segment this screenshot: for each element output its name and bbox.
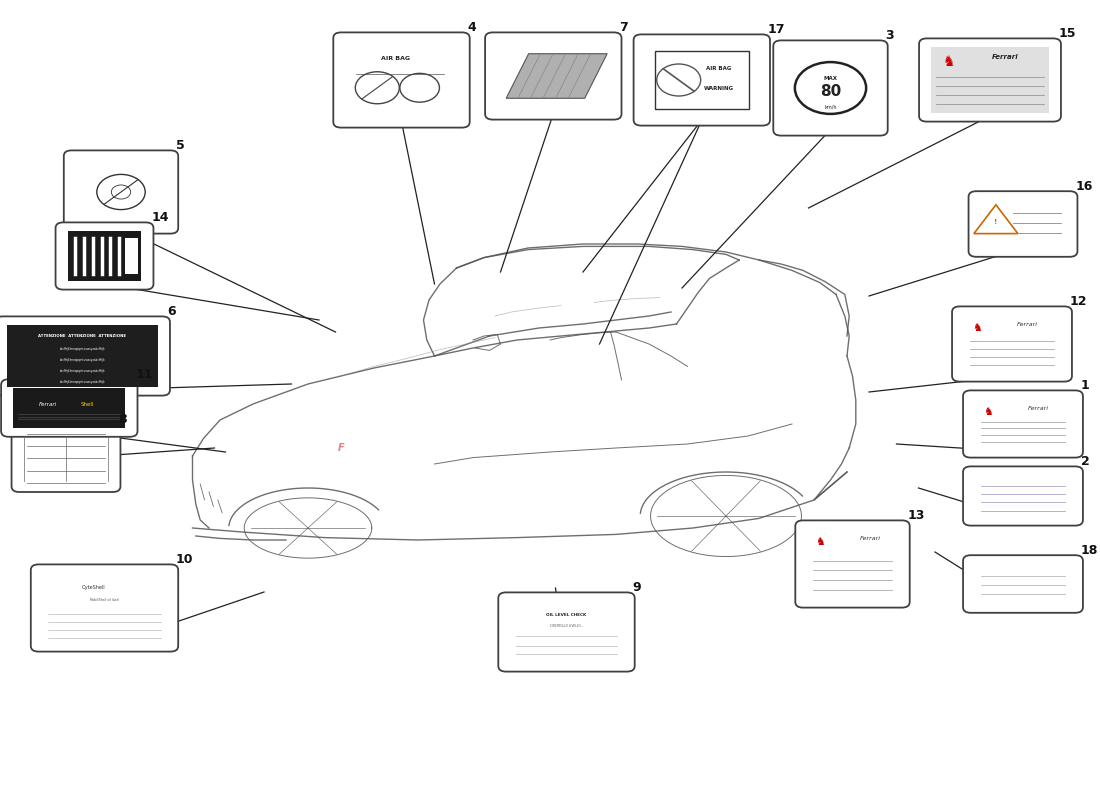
- FancyBboxPatch shape: [773, 40, 888, 135]
- FancyBboxPatch shape: [31, 565, 178, 651]
- Text: Ferrari: Ferrari: [1018, 322, 1038, 326]
- Text: abcfhijklmnopqrstuvwxyzabcfhijk: abcfhijklmnopqrstuvwxyzabcfhijk: [59, 346, 106, 350]
- Text: ♞: ♞: [815, 538, 826, 547]
- Text: AIR BAG: AIR BAG: [382, 56, 410, 61]
- FancyBboxPatch shape: [64, 150, 178, 234]
- FancyBboxPatch shape: [931, 47, 1048, 113]
- FancyBboxPatch shape: [964, 390, 1082, 458]
- FancyBboxPatch shape: [953, 306, 1071, 382]
- Text: Ferrari: Ferrari: [39, 402, 56, 406]
- Text: 7: 7: [619, 21, 628, 34]
- Text: 6: 6: [167, 305, 176, 318]
- Text: km/h: km/h: [824, 104, 837, 109]
- FancyBboxPatch shape: [333, 32, 470, 127]
- Text: 11: 11: [135, 368, 153, 381]
- Text: abcfhijklmnopqrstuvwxyzabcfhijk: abcfhijklmnopqrstuvwxyzabcfhijk: [59, 369, 106, 373]
- Text: MAX: MAX: [824, 76, 837, 81]
- Text: 14: 14: [152, 211, 168, 224]
- FancyBboxPatch shape: [8, 326, 158, 387]
- FancyBboxPatch shape: [0, 317, 169, 396]
- Text: 15: 15: [1058, 27, 1076, 40]
- Text: 16: 16: [1076, 180, 1092, 193]
- FancyBboxPatch shape: [13, 388, 125, 428]
- Text: 18: 18: [1080, 544, 1098, 557]
- Text: OIL LEVEL CHECK: OIL LEVEL CHECK: [547, 613, 586, 617]
- FancyBboxPatch shape: [11, 425, 121, 492]
- Text: 3: 3: [886, 29, 894, 42]
- FancyBboxPatch shape: [55, 222, 154, 290]
- Text: !: !: [994, 219, 998, 226]
- Text: Shell: Shell: [80, 402, 95, 406]
- Text: 9: 9: [632, 581, 641, 594]
- Text: 5: 5: [176, 139, 185, 152]
- FancyBboxPatch shape: [964, 466, 1082, 526]
- Text: Ferrari: Ferrari: [1027, 406, 1049, 410]
- FancyBboxPatch shape: [795, 520, 910, 608]
- FancyBboxPatch shape: [1, 379, 138, 437]
- Text: abcfhijklmnopqrstuvwxyzabcfhijk: abcfhijklmnopqrstuvwxyzabcfhijk: [59, 380, 106, 384]
- FancyBboxPatch shape: [654, 51, 749, 109]
- Polygon shape: [506, 54, 607, 98]
- Text: 1: 1: [1080, 379, 1089, 392]
- Text: ♞: ♞: [943, 55, 955, 70]
- Text: abcfhijklmnopqrstuvwxyzabcfhijk: abcfhijklmnopqrstuvwxyzabcfhijk: [59, 358, 106, 362]
- FancyBboxPatch shape: [964, 555, 1082, 613]
- Text: WARNING: WARNING: [704, 86, 734, 91]
- FancyBboxPatch shape: [969, 191, 1078, 257]
- FancyBboxPatch shape: [634, 34, 770, 126]
- Text: F: F: [338, 443, 344, 453]
- Text: ♞: ♞: [972, 323, 982, 333]
- Text: 10: 10: [176, 553, 194, 566]
- Text: AIR BAG: AIR BAG: [706, 66, 732, 71]
- Text: ♞: ♞: [983, 407, 993, 418]
- Text: Ferrari: Ferrari: [860, 536, 881, 541]
- Text: 8: 8: [119, 414, 126, 426]
- FancyBboxPatch shape: [68, 231, 141, 281]
- FancyBboxPatch shape: [125, 238, 139, 274]
- Text: 4: 4: [468, 21, 476, 34]
- Text: CONTROLLO LIVELLO...: CONTROLLO LIVELLO...: [550, 624, 583, 628]
- Text: 12: 12: [1069, 295, 1087, 308]
- FancyBboxPatch shape: [920, 38, 1060, 122]
- Text: 13: 13: [908, 509, 925, 522]
- Text: 17: 17: [768, 23, 785, 36]
- FancyBboxPatch shape: [485, 32, 622, 119]
- Text: Mobil/Shell oil label: Mobil/Shell oil label: [90, 598, 119, 602]
- Text: 2: 2: [1080, 455, 1089, 468]
- Text: 80: 80: [820, 84, 842, 98]
- Text: OyteShell: OyteShell: [81, 585, 106, 590]
- Text: Ferrari: Ferrari: [992, 54, 1019, 60]
- FancyBboxPatch shape: [498, 592, 635, 672]
- Text: ATTENZIONE  ATTENZIONE  ATTENZIONE: ATTENZIONE ATTENZIONE ATTENZIONE: [39, 334, 126, 338]
